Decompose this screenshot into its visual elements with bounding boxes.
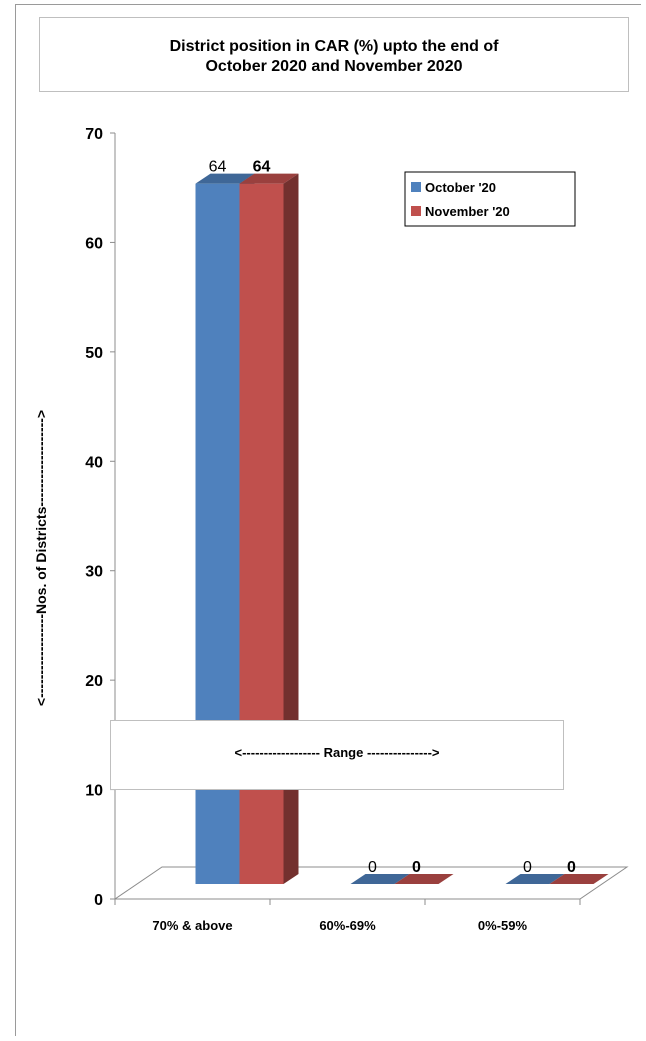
- chart-title: District position in CAR (%) upto the en…: [40, 37, 628, 77]
- data-label: 0: [523, 859, 532, 876]
- legend-label: November '20: [425, 204, 510, 219]
- bar-top: [505, 874, 565, 884]
- x-tick-label: 0%-59%: [478, 918, 528, 933]
- x-axis-title-box: <------------------ Range --------------…: [110, 720, 564, 790]
- data-label: 0: [412, 859, 421, 876]
- y-tick-label: 50: [85, 345, 103, 362]
- bar-top: [239, 173, 299, 184]
- legend-box: [404, 171, 576, 227]
- y-tick-label: 30: [85, 564, 103, 581]
- bar-top: [394, 874, 454, 884]
- x-axis-title: <------------------ Range --------------…: [234, 745, 440, 760]
- y-axis-title: <------------------Nos. of Districts----…: [33, 410, 49, 706]
- y-tick-label: 40: [85, 454, 103, 471]
- bar-top: [350, 874, 410, 884]
- data-label: 64: [253, 159, 271, 176]
- bar-top: [549, 874, 609, 884]
- data-label: 0: [567, 859, 576, 876]
- y-tick-label: 0: [94, 892, 103, 909]
- data-label: 64: [209, 159, 227, 176]
- y-tick-label: 60: [85, 235, 103, 252]
- y-tick-label: 10: [85, 783, 103, 800]
- y-tick-label: 70: [85, 126, 103, 143]
- legend-swatch: [411, 206, 421, 216]
- chart-title-line-2: October 2020 and November 2020: [205, 58, 463, 75]
- bar-top: [195, 173, 255, 184]
- x-tick-label: 70% & above: [152, 918, 232, 933]
- x-tick-label: 60%-69%: [319, 918, 376, 933]
- legend-label: October '20: [425, 180, 496, 195]
- data-label: 0: [368, 859, 377, 876]
- chart-frame: [15, 4, 641, 1036]
- chart-title-line-1: District position in CAR (%) upto the en…: [169, 38, 499, 55]
- chart-title-box: District position in CAR (%) upto the en…: [39, 17, 629, 92]
- bar-side: [283, 173, 299, 884]
- legend-swatch: [411, 182, 421, 192]
- y-tick-label: 20: [85, 673, 103, 690]
